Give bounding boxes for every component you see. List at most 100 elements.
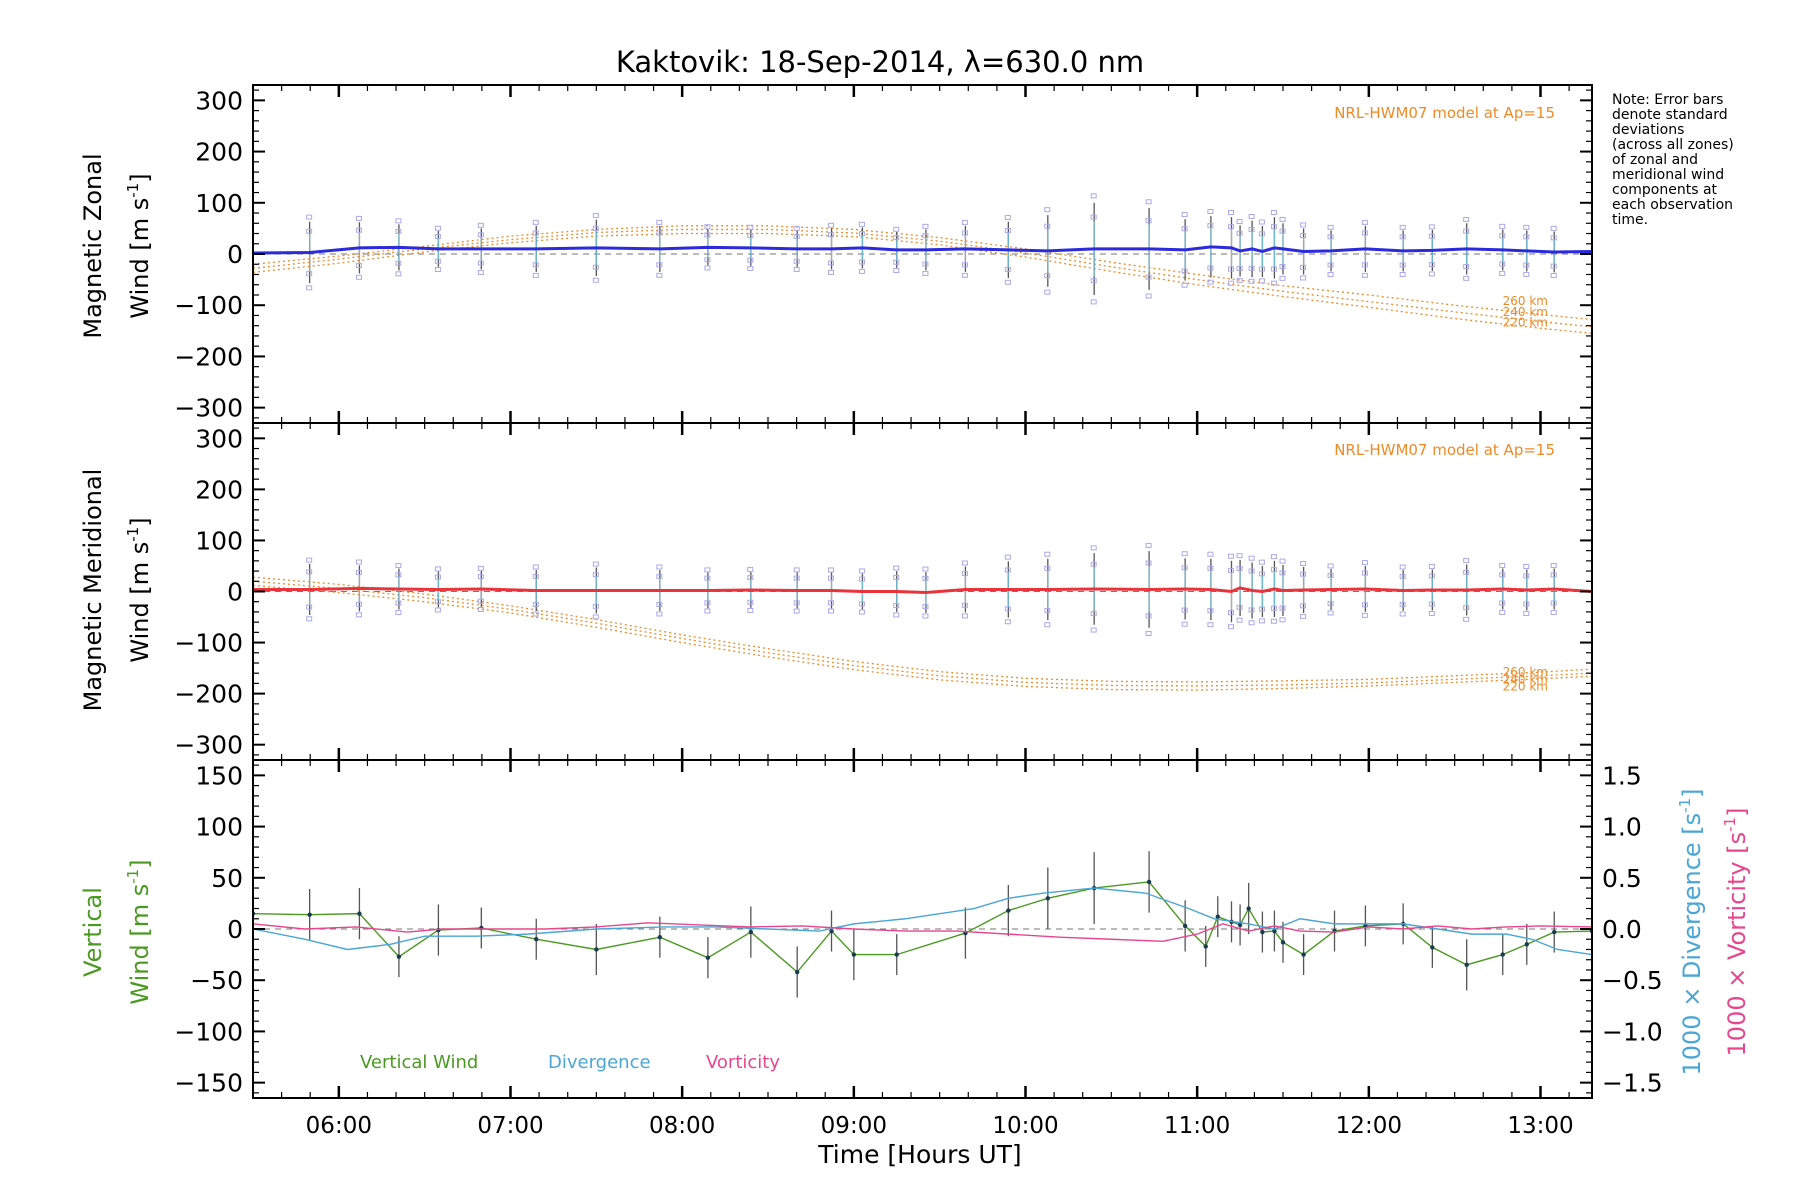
zone-marker <box>355 612 362 618</box>
zone-marker <box>592 225 599 231</box>
vertical-point <box>1237 922 1243 928</box>
model-curve-240-km <box>253 228 1592 328</box>
zone-marker <box>1300 233 1307 239</box>
zone-marker <box>922 223 929 229</box>
altitude-label: 220 km <box>1503 316 1548 330</box>
zone-marker <box>592 603 599 609</box>
zone-marker <box>477 565 484 571</box>
note-line: meridional wind <box>1612 167 1724 183</box>
y-tick-label: 50 <box>211 864 243 893</box>
zone-marker <box>1181 282 1188 288</box>
zone-marker <box>1044 207 1051 213</box>
zone-marker <box>1270 567 1277 573</box>
x-axis-label: Time [Hours UT] <box>817 1140 1021 1169</box>
zone-marker <box>922 270 929 276</box>
y-tick-label: 150 <box>195 761 243 790</box>
zone-marker <box>1090 627 1097 633</box>
zone-marker <box>1300 275 1307 281</box>
zone-marker <box>1279 605 1286 611</box>
zone-marker <box>592 572 599 578</box>
zone-marker <box>858 609 865 615</box>
y2-tick-label: 0.5 <box>1602 864 1642 893</box>
vertical-point <box>1260 929 1265 935</box>
zonal-series-line <box>253 245 1592 255</box>
zone-marker <box>1499 562 1506 568</box>
vertical-point <box>357 911 362 916</box>
zone-marker <box>1236 218 1243 224</box>
plot-area <box>253 851 1592 998</box>
meridional-ylabel-line2: Wind [m s-1] <box>124 517 154 662</box>
x-tick-label: 12:00 <box>1336 1113 1402 1139</box>
vertical-point <box>794 969 800 975</box>
zone-marker <box>793 608 800 614</box>
y-tick-label: 300 <box>195 86 243 115</box>
meridional-model-label: NRL-HWM07 model at Ap=15 <box>1334 441 1555 459</box>
zone-marker <box>1361 230 1368 236</box>
zone-marker <box>1258 559 1265 565</box>
model-curve-220-km <box>253 584 1592 691</box>
vertical-point <box>1146 879 1152 885</box>
zone-marker <box>1228 210 1234 216</box>
y-tick-label: −50 <box>190 966 243 995</box>
zone-marker <box>1090 545 1097 551</box>
zone-marker <box>656 611 663 617</box>
y-tick-label: −300 <box>174 394 243 423</box>
zone-marker <box>1004 606 1011 612</box>
zone-marker <box>395 218 402 224</box>
zone-marker <box>1090 611 1097 617</box>
zone-marker <box>306 569 313 575</box>
zone-marker <box>893 612 900 618</box>
zone-marker <box>704 265 711 271</box>
zonal-model-label: NRL-HWM07 model at Ap=15 <box>1334 104 1555 122</box>
zone-marker <box>858 221 865 227</box>
plot-area <box>253 193 1592 335</box>
zone-marker <box>592 212 599 218</box>
panel-meridional: −300 −200 −100 0 100 200 300 NRL-HWM07 model a… <box>79 422 1593 761</box>
zone-marker <box>1279 264 1286 270</box>
panel-zonal: −300 −200 −100 0 100 200 300 NRL-HWM07 model a… <box>79 84 1593 424</box>
zone-marker <box>1361 602 1368 608</box>
y-tick-label: 100 <box>195 526 243 555</box>
zone-marker <box>1004 619 1011 625</box>
zone-marker <box>1428 224 1435 230</box>
note-line: (across all zones) <box>1612 137 1734 153</box>
zone-marker <box>355 215 362 221</box>
zone-marker <box>592 561 599 567</box>
zone-marker <box>1248 555 1255 561</box>
zone-marker <box>592 614 599 620</box>
zone-marker <box>1523 563 1530 569</box>
zone-marker <box>434 566 441 572</box>
chart-title: Kaktovik: 18-Sep-2014, λ=630.0 nm <box>616 45 1144 79</box>
zone-marker <box>793 567 800 573</box>
zone-marker <box>355 601 362 607</box>
vertical-point <box>307 912 312 917</box>
vertical-point <box>1464 962 1469 968</box>
y2-tick-label: 0.0 <box>1602 915 1642 944</box>
zone-marker <box>306 557 313 563</box>
note-line: components at <box>1612 182 1718 198</box>
zone-marker <box>1044 223 1051 229</box>
zone-marker <box>1248 568 1255 574</box>
y2-tick-label: 1.5 <box>1602 761 1642 790</box>
zone-marker <box>1145 630 1152 636</box>
zone-marker <box>961 560 968 566</box>
zone-marker <box>1236 266 1243 272</box>
note-line: Note: Error bars <box>1612 92 1723 108</box>
vertical-point <box>534 937 539 942</box>
zone-marker <box>532 272 539 278</box>
vertical-point <box>1006 908 1011 913</box>
zone-marker <box>1004 266 1011 272</box>
zone-marker <box>1399 224 1406 230</box>
vertical-point <box>1045 896 1051 901</box>
zone-marker <box>1207 565 1214 571</box>
zone-marker <box>1145 274 1152 280</box>
zone-marker <box>1300 222 1307 228</box>
zone-marker <box>1523 610 1530 616</box>
zone-marker <box>1145 199 1152 205</box>
vertical-point <box>1246 906 1251 911</box>
zone-marker <box>1258 606 1265 612</box>
zone-marker <box>1207 223 1214 229</box>
zone-marker <box>306 271 313 277</box>
zone-marker <box>1181 226 1188 232</box>
zone-marker <box>1248 607 1255 613</box>
